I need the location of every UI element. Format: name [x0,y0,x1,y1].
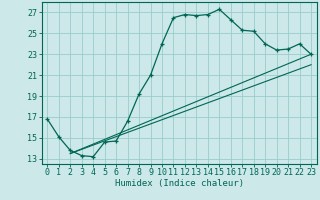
X-axis label: Humidex (Indice chaleur): Humidex (Indice chaleur) [115,179,244,188]
